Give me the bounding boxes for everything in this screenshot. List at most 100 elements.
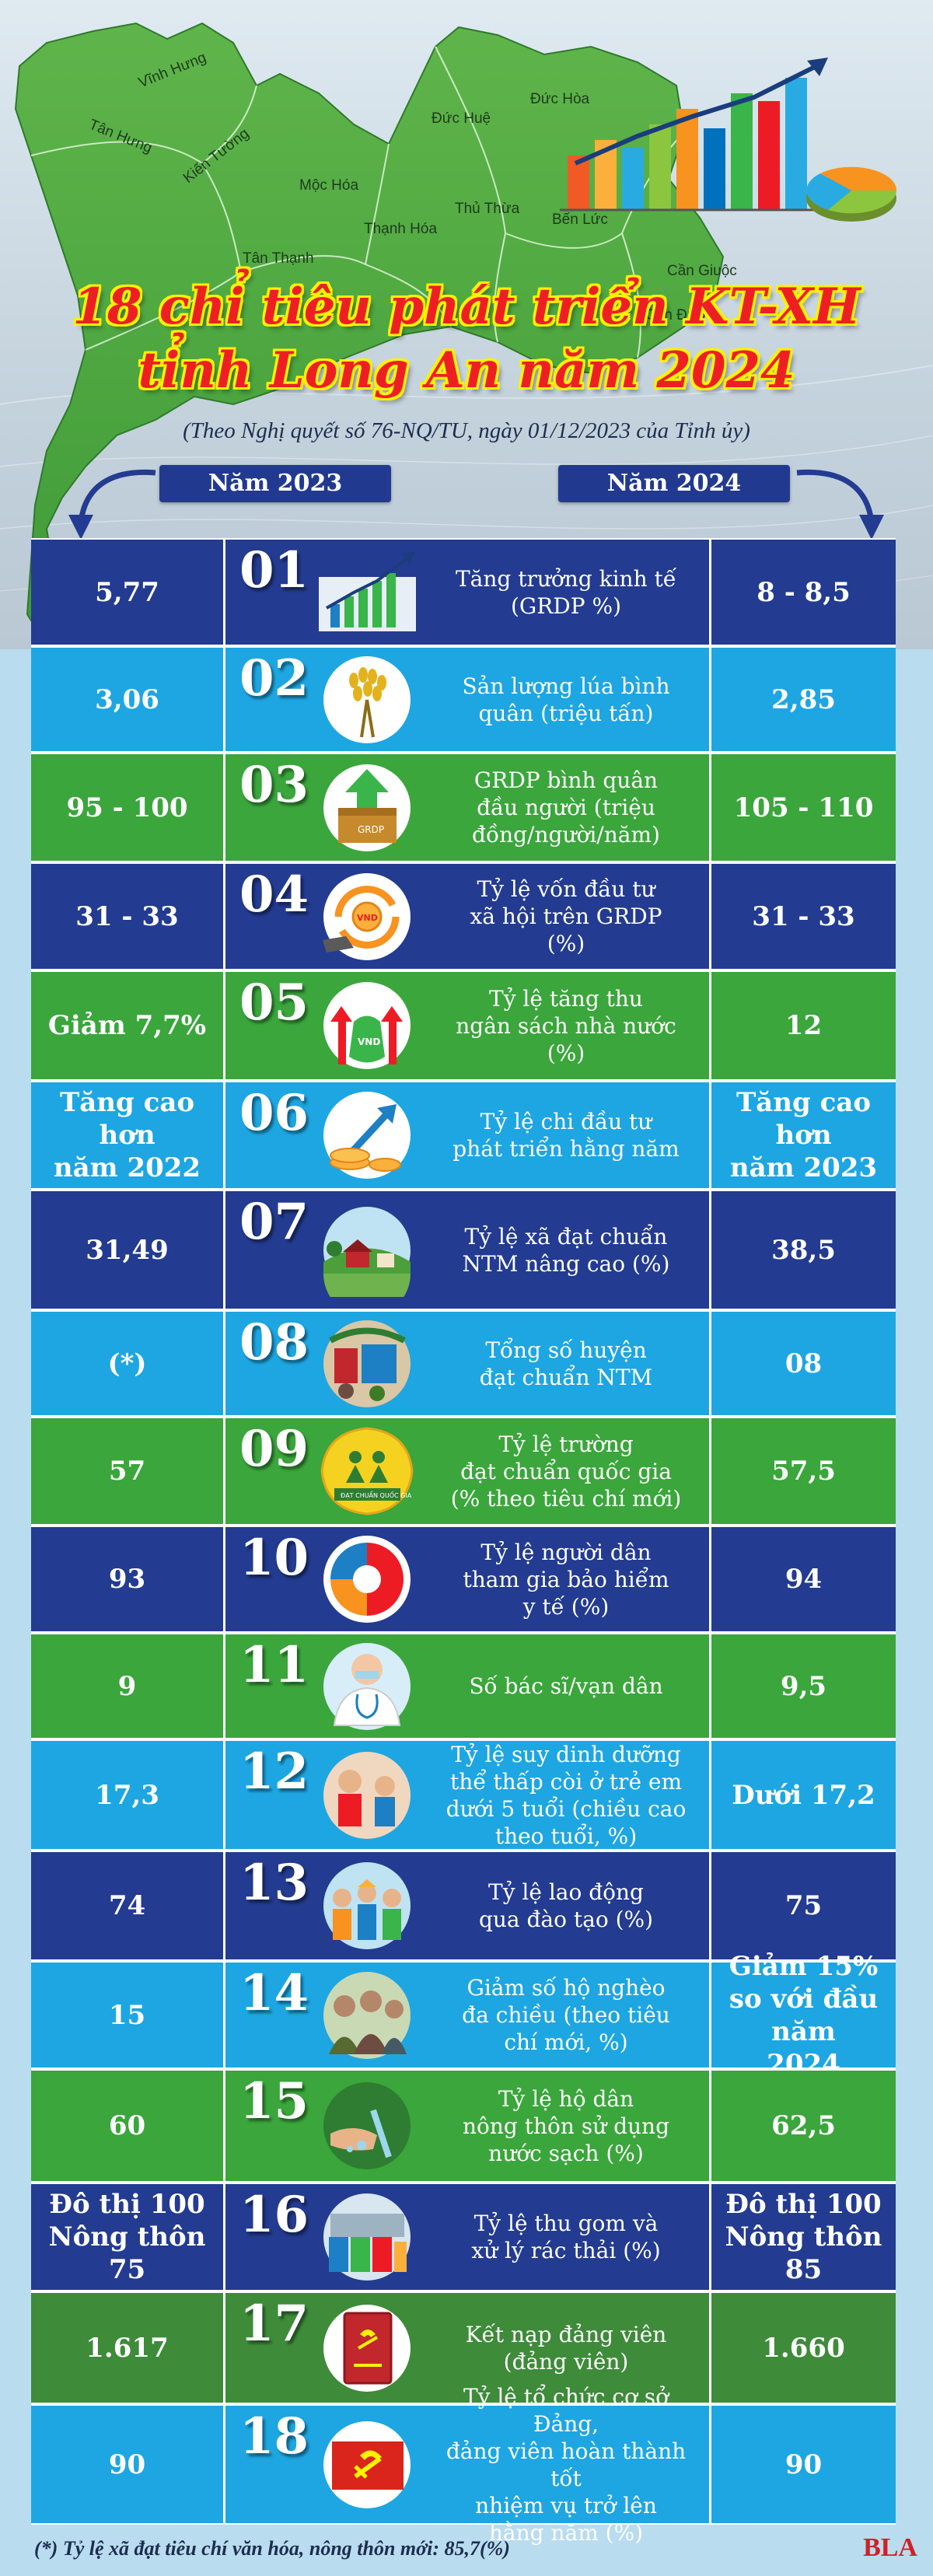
value-2024: 75	[784, 1890, 823, 1921]
indicator-label: Sản lượng lúa bình quân (triệu tấn)	[462, 673, 670, 726]
value-2024: Đô thị 100 Nông thôn 85	[725, 2189, 882, 2285]
indicator-label: Tỷ lệ hộ dân nông thôn sử dụng nước sạch…	[462, 2085, 670, 2166]
column-divider	[223, 1418, 225, 1524]
indicator-label: Tỷ lệ chi đầu tư phát triển hằng năm	[453, 1109, 680, 1162]
indicator-number: 08	[239, 1313, 309, 1372]
party-flag-icon	[315, 2418, 420, 2511]
province-map	[0, 22, 933, 647]
indicator-row-05: Giảm 7,7% 05 VND Tỷ lệ tăng thu ngân sách n…	[31, 970, 896, 1081]
value-2023: 3,06	[95, 683, 159, 715]
column-divider	[709, 2184, 711, 2290]
value-2024: Dưới 17,2	[732, 1779, 875, 1811]
column-divider	[223, 972, 225, 1079]
place-thu-thua: Thủ Thừa	[455, 201, 520, 217]
indicator-row-14: 15 14 Giảm số hộ nghèo đa chiều (theo tiêu…	[31, 1951, 896, 2080]
value-2024: 62,5	[771, 2110, 836, 2141]
value-2024: 1.660	[762, 2332, 845, 2364]
place-thanh-hoa: Thạnh Hóa	[364, 221, 438, 237]
indicator-row-12: 17,3 12 Tỷ lệ suy dinh dưỡng thể thấp còi …	[31, 1739, 896, 1851]
value-2024: 38,5	[771, 1234, 836, 1266]
column-divider	[709, 1082, 711, 1188]
party-book-icon	[315, 2302, 420, 2395]
value-2023: 57	[108, 1456, 146, 1487]
value-2024: 57,5	[771, 1456, 836, 1487]
place-can-duoc: Cần Đước	[645, 307, 715, 323]
column-divider	[709, 864, 711, 969]
workers-icon	[315, 1859, 420, 1952]
value-2023: 74	[108, 1890, 146, 1921]
footnote: (*) Tỷ lệ xã đạt tiêu chí văn hóa, nông …	[34, 2537, 510, 2560]
title-line-2: tỉnh Long An năm 2024	[138, 341, 795, 400]
value-2023: 93	[108, 1564, 146, 1595]
indicator-number: 14	[239, 1964, 309, 2022]
poor-household-icon	[315, 1969, 420, 2062]
indicator-row-11: 9 11 Số bác sĩ/vạn dân 9,5	[31, 1633, 896, 1739]
value-2023: 17,3	[95, 1779, 159, 1811]
column-divider	[709, 972, 711, 1079]
column-divider	[223, 2184, 225, 2290]
indicator-label: Tỷ lệ vốn đầu tư xã hội trên GRDP (%)	[470, 876, 662, 956]
value-2024: 9,5	[780, 1670, 827, 1702]
value-2024: 2,85	[771, 683, 836, 715]
growth-chart-icon	[315, 546, 420, 639]
indicator-number: 12	[239, 1742, 309, 1801]
place-moc-hoa: Mộc Hóa	[299, 177, 359, 194]
column-divider	[709, 1852, 711, 1959]
indicator-label: Số bác sĩ/vạn dân	[469, 1673, 663, 1699]
curve-arrow-right-icon	[796, 469, 884, 540]
indicator-number: 17	[239, 2295, 309, 2353]
school-badge-icon: ĐẠT CHUẨN QUỐC GIA	[315, 1424, 420, 1518]
place-tan-thanh: Tân Thạnh	[243, 250, 314, 267]
indicator-number: 04	[239, 865, 309, 924]
value-2023: 9	[117, 1670, 137, 1702]
indicator-label: Tỷ lệ xã đạt chuẩn NTM nâng cao (%)	[462, 1223, 670, 1277]
column-divider	[709, 2293, 711, 2403]
column-divider	[223, 1634, 225, 1738]
indicator-number: 11	[239, 1636, 309, 1694]
column-divider	[223, 2406, 225, 2523]
column-divider	[709, 1963, 711, 2067]
svg-text:ĐẠT CHUẨN QUỐC GIA: ĐẠT CHUẨN QUỐC GIA	[341, 1490, 412, 1500]
column-divider	[223, 540, 225, 645]
indicator-row-06: Tăng cao hơn năm 2022 06 Tỷ lệ chi đầu tư …	[31, 1081, 896, 1190]
column-divider	[709, 648, 711, 751]
column-divider	[223, 2293, 225, 2403]
column-divider	[709, 2406, 711, 2523]
indicator-row-09: 57 09 ĐẠT CHUẨN QUỐC GIA Tỷ lệ trường đạt c…	[31, 1417, 896, 1526]
indicator-number: 10	[239, 1529, 309, 1587]
indicator-label: Tổng số huyện đạt chuẩn NTM	[479, 1337, 653, 1390]
title-line-1: 18 chỉ tiêu phát triển KT-XH	[72, 278, 861, 336]
rice-icon	[315, 653, 420, 746]
value-2023: 5,77	[95, 576, 159, 608]
column-divider	[709, 2071, 711, 2181]
column-divider	[223, 1852, 225, 1959]
column-divider	[223, 1741, 225, 1849]
value-2023: 31,49	[86, 1234, 169, 1266]
value-2024: 105 - 110	[733, 792, 874, 823]
indicator-number: 07	[239, 1193, 309, 1251]
value-2024: 31 - 33	[752, 900, 855, 932]
place-ben-luc: Bến Lức	[552, 211, 608, 228]
health-insurance-icon	[315, 1533, 420, 1626]
indicator-row-02: 3,06 02 Sản lượng lúa bình quân (triệu tấn…	[31, 646, 896, 753]
indicator-row-18: 90 18 Tỷ lệ tổ chức cơ sở Đảng, đảng viên …	[31, 2384, 896, 2546]
place-duc-hoa: Đức Hòa	[530, 91, 590, 107]
subtitle: (Theo Nghị quyết số 76-NQ/TU, ngày 01/12…	[183, 418, 750, 443]
indicator-row-03: 95 - 100 03 GRDP GRDP bình quân đầu người (…	[31, 753, 896, 862]
value-2024: 12	[784, 1010, 823, 1041]
indicator-label: Tỷ lệ thu gom và xử lý rác thải (%)	[471, 2211, 661, 2263]
place-duc-hue: Đức Huệ	[432, 110, 491, 127]
indicator-row-13: 74 13 Tỷ lệ lao động qua đào tạo (%) 75	[31, 1851, 896, 1961]
indicator-number: 03	[239, 756, 309, 814]
indicator-label: Kết nạp đảng viên (đảng viên)	[465, 2321, 667, 2375]
value-2024: 8 - 8,5	[757, 576, 851, 608]
grdp-box-icon: GRDP	[315, 761, 420, 855]
column-divider	[223, 1527, 225, 1631]
waste-bins-icon	[315, 2190, 420, 2284]
column-divider	[223, 1312, 225, 1415]
column-divider	[223, 754, 225, 861]
indicator-number: 02	[239, 649, 309, 708]
indicator-row-16: Đô thị 100 Nông thôn 75 16 Tỷ lệ thu gom v…	[31, 2183, 896, 2291]
indicator-number: 05	[239, 973, 309, 1032]
